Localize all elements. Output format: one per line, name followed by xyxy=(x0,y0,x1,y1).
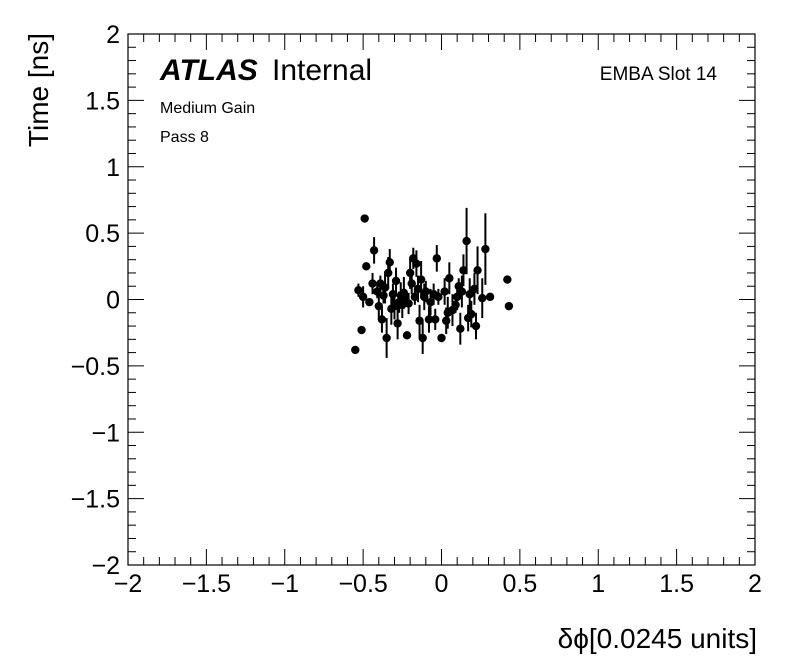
data-point xyxy=(418,333,427,343)
data-point xyxy=(467,309,476,319)
data-point xyxy=(362,262,371,271)
y-tick-label: −2 xyxy=(91,552,120,580)
data-point xyxy=(410,292,420,302)
data-point xyxy=(473,266,482,275)
data-point xyxy=(374,301,383,311)
data-point xyxy=(456,324,465,333)
data-point xyxy=(384,268,393,278)
data-point xyxy=(402,331,412,340)
data-point xyxy=(478,293,487,303)
data-points xyxy=(351,207,514,358)
data-point xyxy=(413,284,423,294)
x-tick-label: 2 xyxy=(748,570,762,598)
region-label: EMBA Slot 14 xyxy=(600,64,718,85)
data-point xyxy=(368,279,377,288)
data-point xyxy=(442,316,451,325)
data-point xyxy=(431,315,440,324)
x-tick-label: −1 xyxy=(270,570,299,598)
data-point xyxy=(369,246,379,255)
x-tick-label: 0.5 xyxy=(502,570,537,598)
data-point xyxy=(503,275,512,284)
data-point xyxy=(440,287,449,296)
data-point xyxy=(471,321,481,331)
data-point xyxy=(377,315,387,324)
data-point xyxy=(379,291,388,300)
data-point xyxy=(432,254,441,263)
y-axis-label: Time [ns] xyxy=(23,33,54,147)
data-point xyxy=(351,345,360,355)
x-tick-label: −1.5 xyxy=(182,570,231,598)
data-point xyxy=(421,287,431,296)
y-tick-label: −1 xyxy=(91,419,120,447)
data-point xyxy=(412,259,421,268)
data-point xyxy=(462,236,471,246)
data-point xyxy=(457,287,467,296)
data-point xyxy=(405,268,415,278)
x-axis-label: δϕ[0.0245 units] xyxy=(558,623,757,654)
data-point xyxy=(481,244,490,254)
y-tick-label: 1 xyxy=(106,154,120,182)
data-point xyxy=(391,276,401,286)
y-tick-label: −1.5 xyxy=(71,486,120,514)
x-tick-label: 1.5 xyxy=(659,570,694,598)
y-tick-label: 0.5 xyxy=(85,220,120,248)
data-point xyxy=(504,301,514,311)
pass-label: Pass 8 xyxy=(160,129,209,146)
data-point xyxy=(404,299,413,308)
data-point xyxy=(459,266,468,275)
internal-label: Internal xyxy=(272,54,372,87)
data-point xyxy=(358,292,368,302)
y-tick-label: 1.5 xyxy=(85,87,120,115)
data-point xyxy=(415,316,424,325)
data-point xyxy=(382,333,391,343)
data-point xyxy=(424,315,434,324)
x-tick-label: −0.5 xyxy=(338,570,387,598)
data-point xyxy=(380,283,390,292)
x-tick-label: 1 xyxy=(591,570,605,598)
data-point xyxy=(437,333,446,343)
data-point xyxy=(385,258,394,267)
data-point xyxy=(470,284,479,294)
data-point xyxy=(393,319,402,328)
y-tick-labels: −2 −1.5 −1 −0.5 0 0.5 1 1.5 2 xyxy=(71,21,120,580)
data-point xyxy=(360,214,369,223)
x-tick-label: −2 xyxy=(114,570,143,598)
data-point xyxy=(354,286,363,295)
data-point xyxy=(357,325,366,335)
data-point xyxy=(426,297,435,307)
y-tick-label: 0 xyxy=(106,287,120,315)
axis-ticks xyxy=(127,33,756,566)
data-point xyxy=(416,275,426,284)
data-point xyxy=(445,274,454,283)
data-point xyxy=(407,279,416,288)
y-tick-label: −0.5 xyxy=(71,353,120,381)
x-tick-labels: −2 −1.5 −1 −0.5 0 0.5 1 1.5 2 xyxy=(114,570,762,598)
data-point xyxy=(434,292,443,302)
y-tick-label: 2 xyxy=(106,21,120,49)
x-tick-label: 0 xyxy=(435,570,449,598)
gain-label: Medium Gain xyxy=(160,100,255,117)
data-point xyxy=(451,300,460,310)
data-point xyxy=(365,297,374,307)
data-point xyxy=(485,292,495,302)
atlas-label: ATLAS xyxy=(159,54,258,87)
